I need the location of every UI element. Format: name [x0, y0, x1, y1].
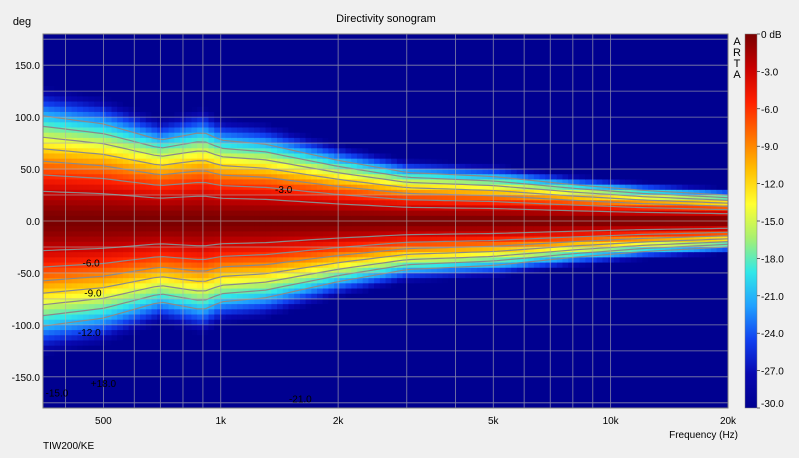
y-tick-label: 0.0	[26, 217, 40, 228]
colorbar-tick-label: 0 dB	[761, 30, 782, 41]
y-tick-label: -50.0	[17, 269, 40, 280]
contour-label: -12.0	[78, 328, 101, 339]
y-tick-label: 150.0	[15, 61, 40, 72]
contour-label: -3.0	[275, 185, 293, 196]
x-tick-label: 20k	[720, 416, 737, 427]
colorbar-tick-label: -21.0	[761, 292, 784, 303]
colorbar-tick-label: -3.0	[761, 67, 779, 78]
plot-frame	[42, 33, 729, 409]
x-tick-label: 10k	[603, 416, 620, 427]
x-tick-label: 1k	[215, 416, 227, 427]
y-axis-label: deg	[13, 16, 31, 28]
contour-label: -9.0	[84, 289, 102, 300]
x-axis-label: Frequency (Hz)	[669, 430, 738, 441]
colorbar-tick-label: -9.0	[761, 142, 779, 153]
y-tick-label: 50.0	[21, 165, 41, 176]
contour-label: +18.0	[91, 379, 117, 390]
y-tick-label: -150.0	[12, 373, 41, 384]
contour-label: -15.0	[46, 388, 69, 399]
chart-title: Directivity sonogram	[336, 13, 436, 25]
x-tick-label: 5k	[488, 416, 500, 427]
y-tick-label: -100.0	[12, 321, 41, 332]
contour-label: -6.0	[82, 259, 100, 270]
colorbar-tick-label: -6.0	[761, 105, 779, 116]
colorbar-tick-label: -15.0	[761, 217, 784, 228]
colorbar-tick-label: -18.0	[761, 254, 784, 265]
colorbar-ticks: 0 dB -3.0 -6.0 -9.0 -12.0 -15.0 -18.0 -21.0 -24.…	[757, 30, 784, 410]
x-tick-label: 500	[95, 416, 112, 427]
colorbar-tick-label: -12.0	[761, 180, 784, 191]
y-ticks: -150.0 -100.0 -50.0 0.0 50.0 100.0 150.0	[12, 61, 41, 384]
colorbar-tick-label: -24.0	[761, 329, 784, 340]
contour-labels: -15.0 +18.0 -21.0 -12.0 -9.0 -6.0 -3.0	[46, 185, 313, 406]
x-ticks: 500 1k 2k 5k 10k 20k	[95, 416, 737, 427]
footer-label: TIW200/KE	[43, 441, 95, 452]
grid-lines	[43, 34, 728, 408]
y-tick-label: 100.0	[15, 113, 40, 124]
x-tick-label: 2k	[333, 416, 345, 427]
colorbar-tick-label: -27.0	[761, 367, 784, 378]
colorbar	[744, 33, 758, 409]
colorbar-tick-label: -30.0	[761, 399, 784, 410]
contour-label: -21.0	[289, 395, 312, 406]
